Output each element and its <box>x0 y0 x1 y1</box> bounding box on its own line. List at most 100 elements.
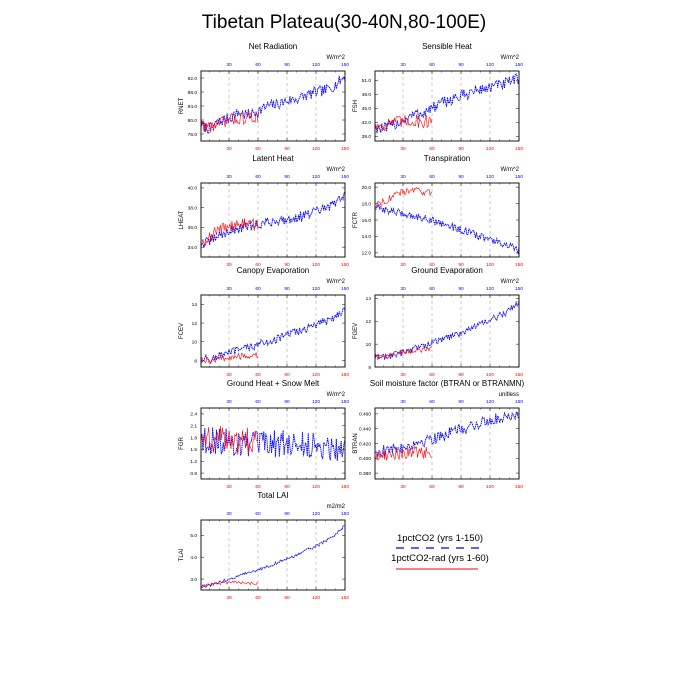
y-tick-label: 45.0 <box>362 106 372 112</box>
panel-units: W/m^2 <box>501 55 520 61</box>
series-line-1pctco2-rad <box>375 445 433 461</box>
series-line-1pctco2-rad <box>201 111 259 133</box>
x-tick-label-top: 120 <box>486 286 494 292</box>
x-tick-label-top: 150 <box>515 399 523 405</box>
panel-fgr: Ground Heat + Snow Melt W/m^2 FGR 30 30 60 60 9… <box>179 379 349 490</box>
y-tick-label: 80.0 <box>188 118 198 124</box>
x-tick-label-bottom: 30 <box>226 595 232 601</box>
x-tick-label-top: 30 <box>226 62 232 68</box>
series-line-1pctco2-rad <box>375 346 433 361</box>
x-tick-label-top: 90 <box>458 62 464 68</box>
y-axis-label: FGEV <box>353 323 359 339</box>
x-tick-label-bottom: 150 <box>515 146 523 152</box>
y-tick-label: 14 <box>192 302 198 308</box>
x-tick-label-top: 90 <box>458 286 464 292</box>
y-tick-label: 38.0 <box>188 205 198 211</box>
x-tick-label-bottom: 30 <box>400 146 406 152</box>
y-tick-label: 88.0 <box>188 90 198 96</box>
panel-lheat: Latent Heat W/m^2 LHEAT 30 30 60 60 90 90 120 120 1… <box>179 154 349 268</box>
panel-title: Net Radiation <box>249 42 297 51</box>
x-tick-label-top: 120 <box>486 399 494 405</box>
series-line-1pctco2-rad <box>201 218 259 247</box>
series-line-1pctco2 <box>201 191 345 249</box>
x-tick-label-bottom: 60 <box>429 484 435 490</box>
panel-title: Latent Heat <box>252 154 294 163</box>
y-tick-label: 0.460 <box>359 412 371 418</box>
panel-grid: Net RadiationW/m^2RNET303060609090120120… <box>179 42 524 601</box>
y-tick-label: 3.0 <box>190 577 197 583</box>
y-tick-label: 16.0 <box>362 218 372 224</box>
x-tick-label-bottom: 90 <box>458 146 464 152</box>
x-tick-label-top: 60 <box>429 286 435 292</box>
y-tick-label: 5.0 <box>190 533 197 539</box>
x-tick-label-bottom: 30 <box>226 262 232 268</box>
panel-units: m2/m2 <box>327 504 346 510</box>
panel-fctr: Transpiration W/m^2 FCTR 30 30 60 60 90 90 120 120… <box>353 154 523 268</box>
x-tick-label-bottom: 90 <box>458 484 464 490</box>
x-tick-label-top: 30 <box>226 399 232 405</box>
x-tick-label-bottom: 30 <box>226 372 232 378</box>
panel-title: Ground Evaporation <box>411 266 483 275</box>
plot-frame <box>200 294 346 368</box>
x-tick-label-bottom: 30 <box>226 484 232 490</box>
x-tick-label-top: 90 <box>458 174 464 180</box>
series-line-1pctco2 <box>201 427 345 461</box>
plot-frame <box>374 182 520 258</box>
y-tick-label: 1.8 <box>190 435 197 441</box>
x-tick-label-bottom: 60 <box>429 262 435 268</box>
x-tick-label-bottom: 60 <box>255 595 261 601</box>
x-tick-label-bottom: 120 <box>312 146 320 152</box>
y-tick-label: 18.0 <box>362 201 372 207</box>
x-tick-label-top: 60 <box>255 511 261 517</box>
y-tick-label: 51.0 <box>362 78 372 84</box>
panel-units: W/m^2 <box>327 279 346 285</box>
panel-tlai: Total LAI m2/m2 TLAI 30 30 60 60 90 90 120 120 150 1… <box>179 491 349 601</box>
series-line-1pctco2 <box>201 307 345 365</box>
panel-units: W/m^2 <box>501 167 520 173</box>
legend-label-1pctco2-rad: 1pctCO2-rad (yrs 1-60) <box>391 553 489 564</box>
figure-title: Tibetan Plateau(30-40N,80-100E) <box>202 12 486 33</box>
x-tick-label-top: 150 <box>341 62 349 68</box>
y-tick-label: 34.0 <box>188 245 198 251</box>
x-tick-label-top: 150 <box>515 286 523 292</box>
plot-frame <box>374 407 520 480</box>
x-tick-label-bottom: 150 <box>515 262 523 268</box>
series-line-1pctco2 <box>201 75 345 134</box>
panel-units: W/m^2 <box>327 392 346 398</box>
x-tick-label-bottom: 90 <box>284 372 290 378</box>
x-tick-label-top: 90 <box>458 399 464 405</box>
y-tick-label: 0.420 <box>359 441 371 447</box>
x-tick-label-top: 120 <box>486 62 494 68</box>
x-tick-label-bottom: 150 <box>341 595 349 601</box>
y-tick-label: 8 <box>368 365 371 371</box>
x-tick-label-bottom: 150 <box>341 372 349 378</box>
x-tick-label-bottom: 30 <box>400 372 406 378</box>
x-tick-label-bottom: 60 <box>255 146 261 152</box>
x-tick-label-top: 150 <box>341 286 349 292</box>
y-axis-label: LHEAT <box>179 210 185 229</box>
x-tick-label-top: 150 <box>341 511 349 517</box>
series-line-1pctco2-rad <box>375 114 433 132</box>
x-tick-label-top: 30 <box>226 286 232 292</box>
x-tick-label-top: 30 <box>400 174 406 180</box>
series-line-1pctco2-rad <box>375 187 433 208</box>
x-tick-label-bottom: 30 <box>400 262 406 268</box>
y-tick-label: 2.4 <box>190 412 197 418</box>
x-tick-label-top: 120 <box>312 62 320 68</box>
x-tick-label-top: 120 <box>312 174 320 180</box>
panel-fcev: Canopy Evaporation W/m^2 FCEV 30 30 60 60 90 90 1… <box>179 266 349 378</box>
x-tick-label-top: 150 <box>515 62 523 68</box>
x-tick-label-top: 120 <box>312 511 320 517</box>
y-axis-label: TLAI <box>179 548 185 561</box>
x-tick-label-bottom: 90 <box>458 372 464 378</box>
y-axis-label: FGR <box>179 437 185 450</box>
x-tick-label-bottom: 90 <box>284 484 290 490</box>
x-tick-label-top: 60 <box>429 174 435 180</box>
y-tick-label: 0.440 <box>359 427 371 433</box>
plot-frame <box>374 70 520 142</box>
panel-units: W/m^2 <box>501 279 520 285</box>
x-tick-label-top: 120 <box>312 286 320 292</box>
y-axis-label: FCEV <box>179 323 185 339</box>
legend-label-1pctco2: 1pctCO2 (yrs 1-150) <box>397 533 483 544</box>
